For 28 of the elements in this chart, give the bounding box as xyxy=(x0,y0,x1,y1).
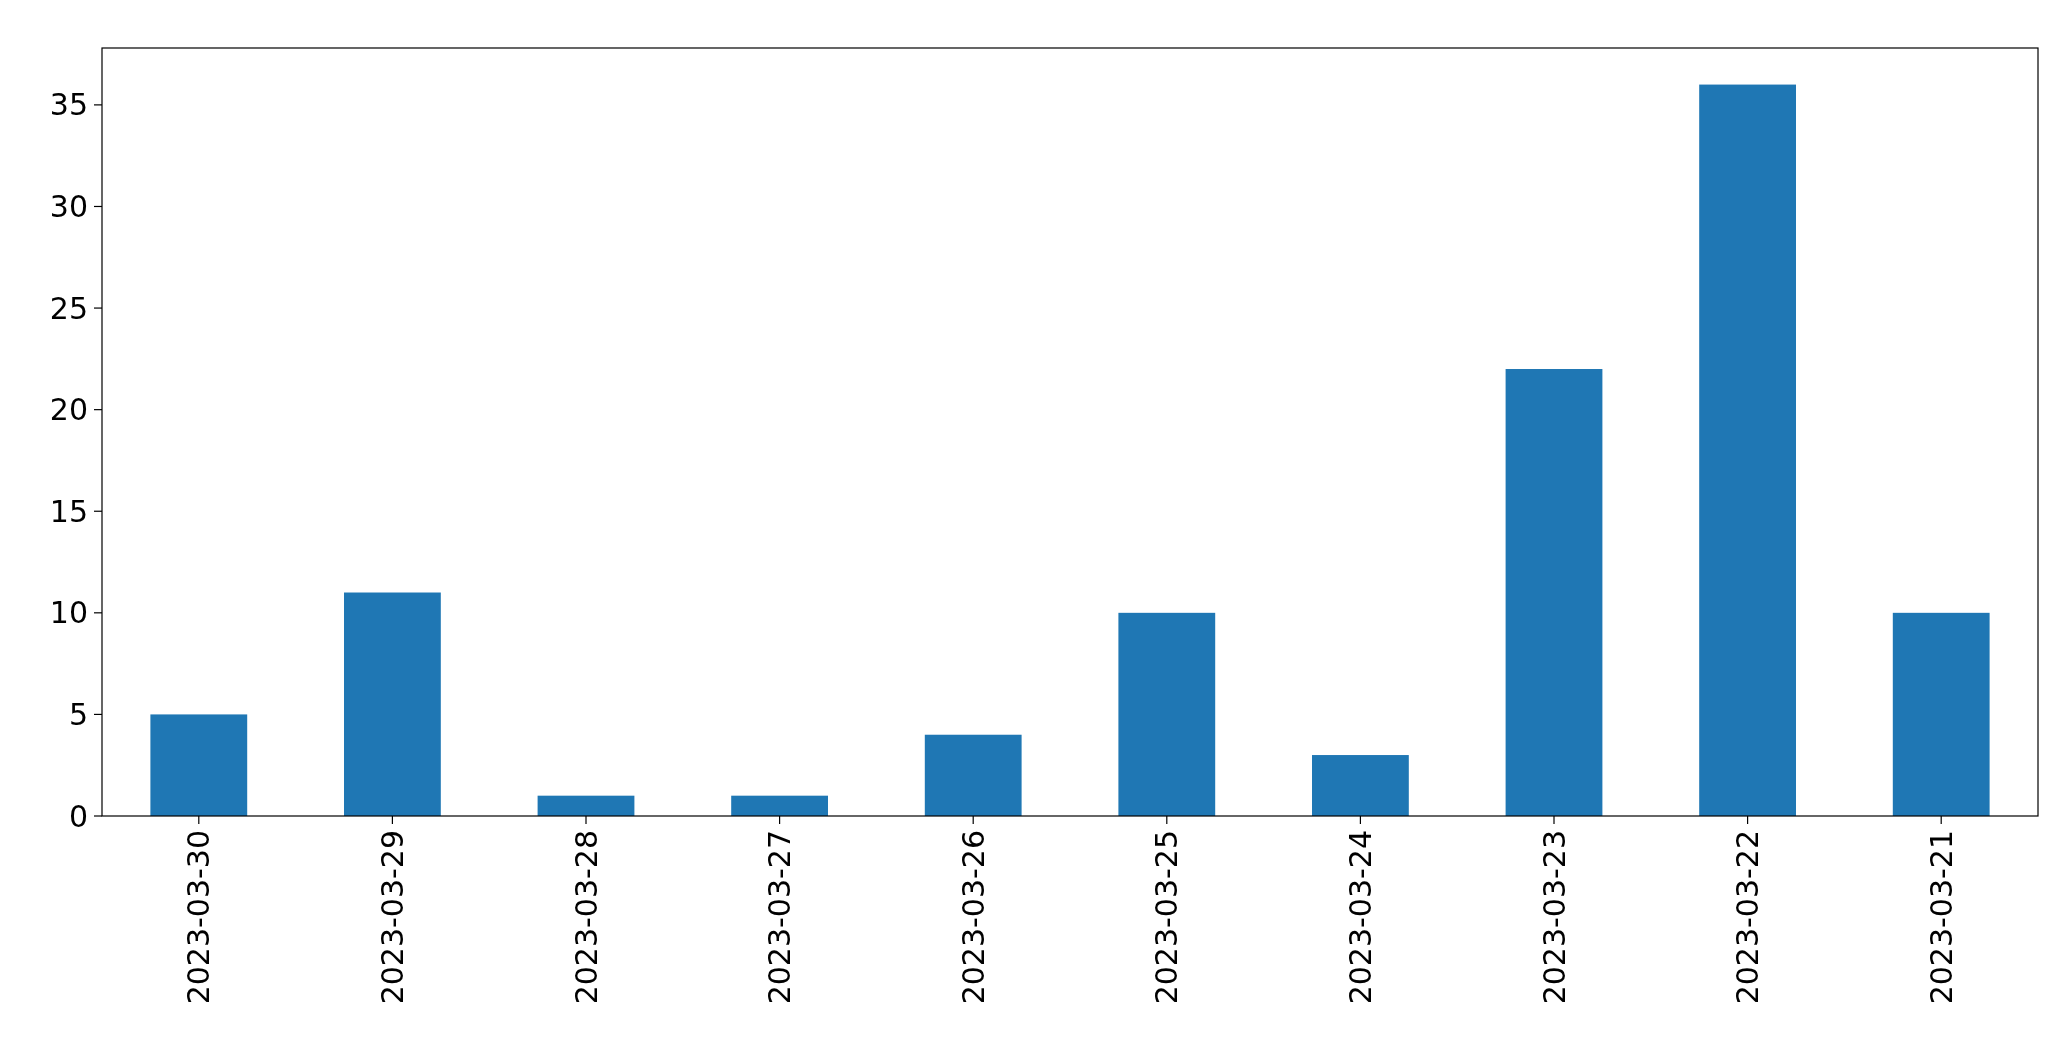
y-tick-label: 0 xyxy=(68,798,88,834)
x-tick-label: 2023-03-27 xyxy=(762,830,798,1005)
y-tick-label: 25 xyxy=(49,290,88,326)
x-tick-label: 2023-03-21 xyxy=(1923,830,1959,1005)
y-tick-label: 20 xyxy=(49,392,88,428)
bar xyxy=(537,795,635,816)
bar xyxy=(344,592,441,816)
bar xyxy=(150,714,248,816)
x-tick-label: 2023-03-26 xyxy=(955,830,991,1005)
y-tick-label: 5 xyxy=(68,696,88,732)
x-tick-label: 2023-03-24 xyxy=(1342,830,1378,1005)
x-tick-label: 2023-03-22 xyxy=(1730,830,1766,1005)
y-tick-label: 15 xyxy=(49,493,88,529)
bar xyxy=(1505,369,1603,816)
bar xyxy=(731,795,828,816)
x-tick-label: 2023-03-28 xyxy=(568,830,604,1005)
x-tick-label: 2023-03-30 xyxy=(181,830,217,1005)
bar xyxy=(1118,612,1216,816)
y-tick-label: 30 xyxy=(49,188,88,224)
y-tick-label: 10 xyxy=(49,595,88,631)
bar xyxy=(924,734,1022,816)
bar xyxy=(1892,612,1990,816)
bar xyxy=(1699,84,1796,816)
y-tick-label: 35 xyxy=(49,87,88,123)
x-tick-label: 2023-03-29 xyxy=(374,830,410,1005)
x-tick-label: 2023-03-23 xyxy=(1536,830,1572,1005)
x-tick-label: 2023-03-25 xyxy=(1149,830,1185,1005)
bar xyxy=(1312,755,1409,816)
